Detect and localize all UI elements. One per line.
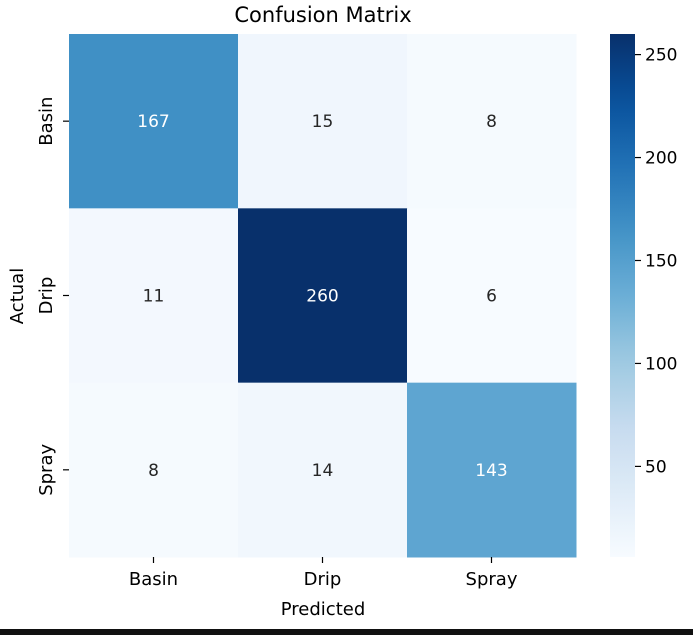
y-axis-label: Actual (7, 268, 28, 324)
y-axis-ticks: Basin Drip Spray (36, 97, 69, 496)
window-bottom-border (0, 629, 693, 635)
heatmap-value-labels: 167 15 8 11 260 6 8 14 143 (137, 112, 507, 481)
cell-value-label-0-2: 8 (486, 112, 497, 132)
heatmap-cell-1-0 (69, 208, 239, 384)
heatmap-cell-2-2 (407, 382, 577, 558)
heatmap-cell-1-1 (238, 208, 408, 384)
heatmap-cell-0-2 (407, 34, 577, 209)
x-tick-label-spray: Spray (466, 569, 518, 590)
colorbar-tick-label-250: 250 (645, 46, 677, 66)
cell-value-label-1-2: 6 (486, 286, 497, 306)
x-axis-label: Predicted (281, 599, 366, 620)
y-tick-label-basin: Basin (36, 97, 57, 146)
chart-title: Confusion Matrix (234, 3, 411, 27)
cell-value-label-1-1: 260 (306, 286, 338, 306)
colorbar-tick-label-200: 200 (645, 149, 677, 169)
colorbar-tick-label-50: 50 (645, 457, 667, 477)
x-tick-label-basin: Basin (129, 569, 178, 590)
colorbar (610, 34, 635, 557)
cell-value-label-2-1: 14 (312, 461, 334, 481)
colorbar-ticks: 50 100 150 200 250 (635, 46, 677, 477)
cell-value-label-2-0: 8 (148, 461, 159, 481)
cell-value-label-2-2: 143 (475, 461, 507, 481)
y-tick-label-spray: Spray (36, 444, 57, 496)
heatmap-cell-2-0 (69, 382, 239, 558)
y-tick-label-drip: Drip (36, 277, 57, 315)
heatmap-cells (69, 34, 577, 558)
cell-value-label-0-0: 167 (137, 112, 169, 132)
heatmap-cell-0-0 (69, 34, 239, 209)
colorbar-tick-label-150: 150 (645, 251, 677, 271)
heatmap-cell-1-2 (407, 208, 577, 384)
x-tick-label-drip: Drip (304, 569, 342, 590)
heatmap-cell-0-1 (238, 34, 408, 209)
cell-value-label-0-1: 15 (312, 112, 334, 132)
colorbar-tick-label-100: 100 (645, 354, 677, 374)
x-axis-ticks: Basin Drip Spray (129, 556, 518, 590)
cell-value-label-1-0: 11 (143, 286, 165, 306)
heatmap-cell-2-1 (238, 382, 408, 558)
